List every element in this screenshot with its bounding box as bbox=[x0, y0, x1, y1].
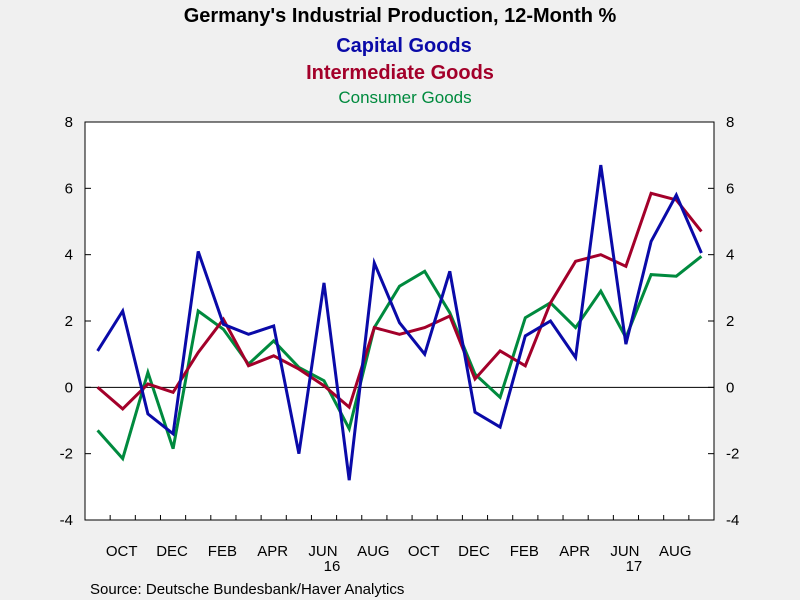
x-tick-label: APR bbox=[257, 543, 288, 560]
legend-consumer-goods: Consumer Goods bbox=[338, 88, 471, 107]
series-line-capital-goods bbox=[96, 164, 703, 481]
axes: -4 -4 -2 -2 0 0 2 2 4 4 6 6 8 8 OCT DEC FEB APR JUN AUG OCT D… bbox=[60, 114, 740, 575]
source-note: Source: Deutsche Bundesbank/Haver Analyt… bbox=[90, 581, 404, 598]
y-tick-label-right: -4 bbox=[726, 512, 739, 529]
legend-intermediate-goods: Intermediate Goods bbox=[306, 62, 494, 84]
x-tick-label: FEB bbox=[208, 543, 237, 560]
y-tick-label-left: 4 bbox=[65, 247, 73, 264]
y-tick-label-left: -4 bbox=[60, 512, 73, 529]
x-tick-label: FEB bbox=[510, 543, 539, 560]
y-tick-label-right: 6 bbox=[726, 180, 734, 197]
x-tick-label: JUN bbox=[308, 543, 337, 560]
year-label: 17 bbox=[626, 558, 643, 575]
x-tick-label: DEC bbox=[156, 543, 188, 560]
y-tick-label-right: 0 bbox=[726, 379, 734, 396]
x-tick-label: DEC bbox=[458, 543, 490, 560]
chart-title: Germany's Industrial Production, 12-Mont… bbox=[184, 5, 617, 27]
series-lines bbox=[96, 164, 703, 481]
x-tick-label: OCT bbox=[408, 543, 440, 560]
y-tick-label-right: 4 bbox=[726, 247, 734, 264]
y-tick-label-right: 2 bbox=[726, 313, 734, 330]
y-tick-label-right: -2 bbox=[726, 446, 739, 463]
x-tick-label: JUN bbox=[610, 543, 639, 560]
x-tick-label: APR bbox=[559, 543, 590, 560]
series-line-consumer-goods bbox=[96, 255, 703, 462]
x-tick-label: AUG bbox=[659, 543, 692, 560]
x-tick-label: AUG bbox=[357, 543, 390, 560]
x-tick-label: OCT bbox=[106, 543, 138, 560]
legend-capital-goods: Capital Goods bbox=[336, 35, 472, 57]
y-tick-label-left: 8 bbox=[65, 114, 73, 131]
y-tick-label-left: 0 bbox=[65, 379, 73, 396]
year-label: 16 bbox=[324, 558, 341, 575]
y-tick-label-left: -2 bbox=[60, 446, 73, 463]
y-tick-label-right: 8 bbox=[726, 114, 734, 131]
series-line-intermediate-goods bbox=[96, 191, 703, 411]
y-tick-label-left: 2 bbox=[65, 313, 73, 330]
y-tick-label-left: 6 bbox=[65, 180, 73, 197]
